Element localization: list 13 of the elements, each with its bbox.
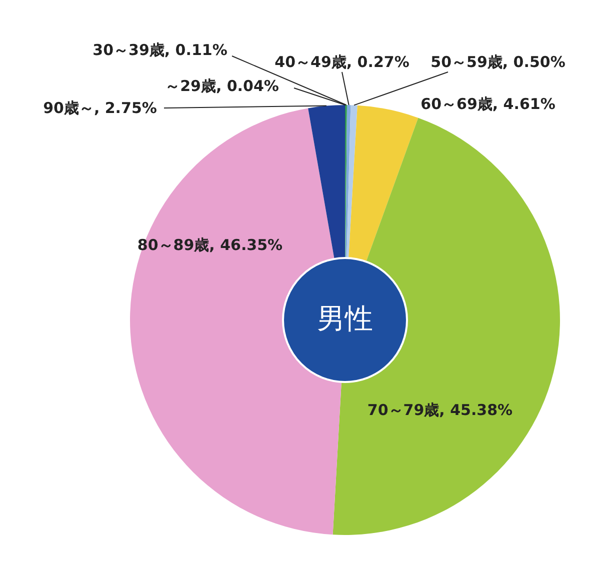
donut-slice <box>348 105 418 262</box>
slice-label: 80～89歳, 46.35% <box>137 236 283 254</box>
text: 男性 <box>317 302 373 335</box>
slice-label: 60～69歳, 4.61% <box>420 95 556 113</box>
slice-label: 40～49歳, 0.27% <box>274 53 410 71</box>
slice-label: 90歳～, 2.75% <box>43 99 157 117</box>
slice-label: 30～39歳, 0.11% <box>92 41 228 59</box>
slice-label: 70～79歳, 45.38% <box>367 401 513 419</box>
donut-slice <box>346 105 351 258</box>
donut-slice <box>346 105 358 258</box>
slice-label: 50～59歳, 0.50% <box>430 53 566 71</box>
slice-label: ～29歳, 0.04% <box>165 77 279 95</box>
donut-slice <box>308 105 345 259</box>
